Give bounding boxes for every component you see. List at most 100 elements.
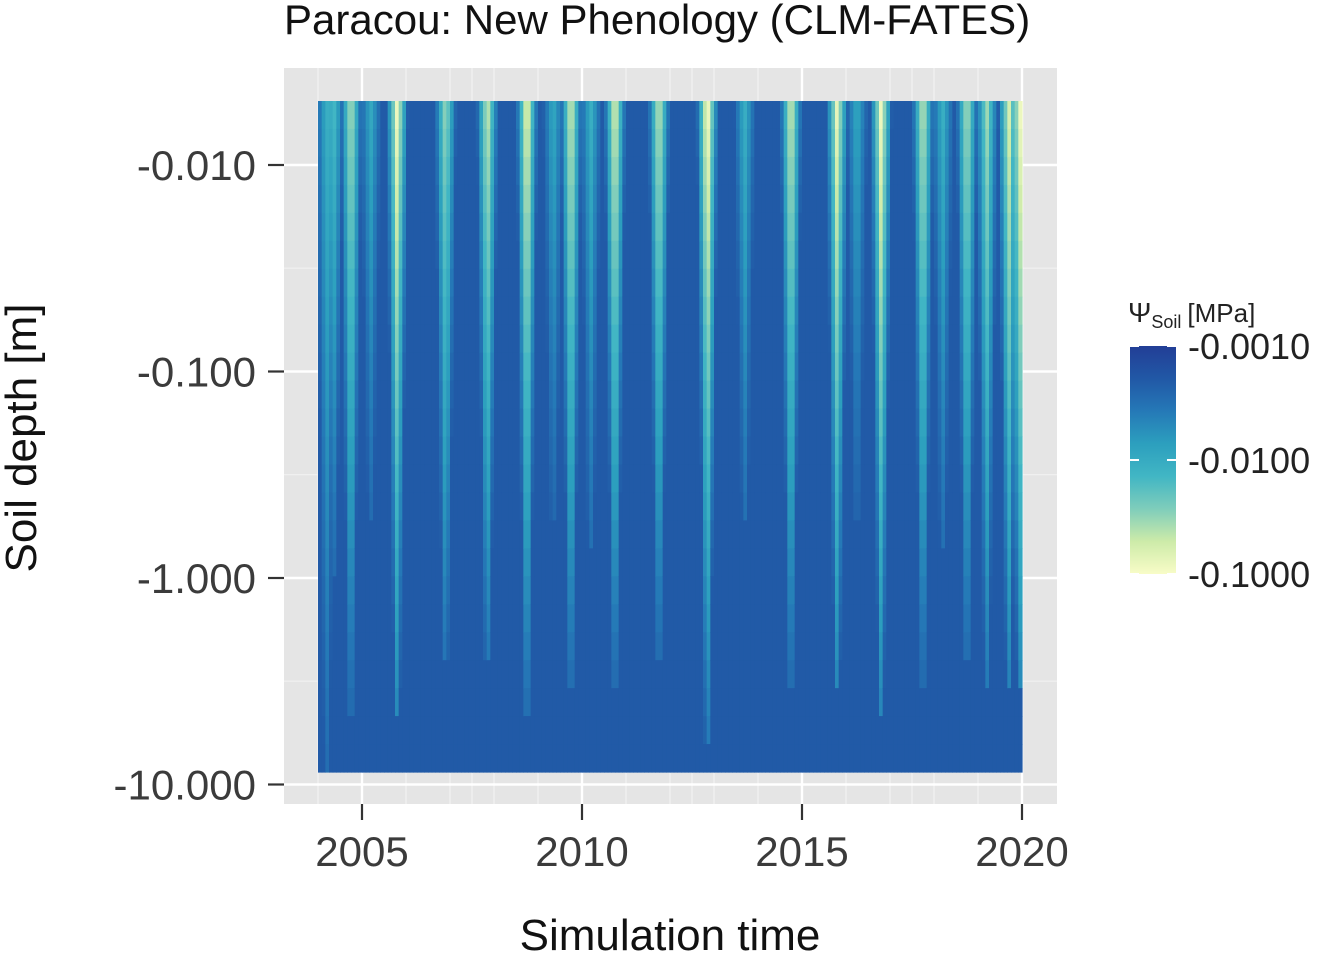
heatmap-cell xyxy=(761,128,766,158)
heatmap-cell xyxy=(835,576,840,605)
heatmap-cell xyxy=(930,156,935,186)
heatmap-cell xyxy=(560,576,565,605)
heatmap-cell xyxy=(633,324,638,354)
heatmap-cell xyxy=(340,128,345,158)
heatmap-cell xyxy=(424,240,429,270)
heatmap-cell xyxy=(673,688,678,717)
heatmap-cell xyxy=(849,101,854,130)
heatmap-cell xyxy=(431,604,436,633)
heatmap-cell xyxy=(937,268,942,298)
heatmap-cell xyxy=(582,576,587,605)
heatmap-cell xyxy=(637,492,642,521)
heatmap-cell xyxy=(798,408,803,438)
heatmap-cell xyxy=(886,576,891,605)
heatmap-cell xyxy=(340,464,345,494)
heatmap-cell xyxy=(783,604,788,633)
heatmap-cell xyxy=(681,128,686,158)
heatmap-cell xyxy=(439,744,444,773)
heatmap-cell xyxy=(673,548,678,577)
heatmap-cell xyxy=(732,548,737,577)
heatmap-cell xyxy=(912,296,917,326)
heatmap-cell xyxy=(974,101,979,130)
heatmap-cell xyxy=(813,548,818,577)
heatmap-cell xyxy=(875,604,880,633)
heatmap-cell xyxy=(497,464,502,494)
heatmap-cell xyxy=(351,492,356,521)
heatmap-cell xyxy=(699,296,704,326)
heatmap-cell xyxy=(1007,576,1012,605)
heatmap-cell xyxy=(787,352,792,382)
heatmap-cell xyxy=(813,268,818,298)
heatmap-cell xyxy=(677,660,682,689)
heatmap-cell xyxy=(978,268,983,298)
heatmap-cell xyxy=(593,296,598,326)
heatmap-cell xyxy=(347,716,352,745)
heatmap-cell xyxy=(739,268,744,298)
heatmap-cell xyxy=(875,380,880,410)
heatmap-cell xyxy=(996,212,1001,242)
heatmap-cell xyxy=(765,352,770,382)
heatmap-cell xyxy=(494,688,499,717)
heatmap-cell xyxy=(523,212,528,242)
heatmap-cell xyxy=(450,520,455,549)
heatmap-cell xyxy=(578,436,583,466)
heatmap-cell xyxy=(373,156,378,186)
heatmap-cell xyxy=(908,268,913,298)
heatmap-cell xyxy=(934,716,939,745)
heatmap-cell xyxy=(1000,576,1005,605)
heatmap-cell xyxy=(783,576,788,605)
heatmap-cell xyxy=(853,716,858,745)
heatmap-cell xyxy=(453,240,458,270)
heatmap-cell xyxy=(442,156,447,186)
heatmap-cell xyxy=(820,604,825,633)
heatmap-cell xyxy=(750,296,755,326)
heatmap-cell xyxy=(578,744,583,773)
heatmap-cell xyxy=(802,240,807,270)
heatmap-cell xyxy=(384,352,389,382)
heatmap-cell xyxy=(1018,576,1023,605)
heatmap-cell xyxy=(930,716,935,745)
heatmap-cell xyxy=(402,520,407,549)
heatmap-cell xyxy=(923,268,928,298)
heatmap-cell xyxy=(626,632,631,661)
heatmap-cell xyxy=(453,436,458,466)
heatmap-cell xyxy=(387,380,392,410)
heatmap-cell xyxy=(626,492,631,521)
heatmap-cell xyxy=(365,716,370,745)
heatmap-cell xyxy=(413,352,418,382)
heatmap-cell xyxy=(681,520,686,549)
heatmap-cell xyxy=(747,492,752,521)
heatmap-cell xyxy=(970,156,975,186)
heatmap-cell xyxy=(831,716,836,745)
heatmap-cell xyxy=(941,296,946,326)
heatmap-cell xyxy=(743,324,748,354)
heatmap-cell xyxy=(1011,548,1016,577)
heatmap-cell xyxy=(340,688,345,717)
heatmap-cell xyxy=(798,548,803,577)
heatmap-cell xyxy=(362,240,367,270)
heatmap-cell xyxy=(919,352,924,382)
heatmap-cell xyxy=(758,296,763,326)
heatmap-cell xyxy=(325,408,330,438)
heatmap-cell xyxy=(765,436,770,466)
heatmap-cell xyxy=(989,156,994,186)
heatmap-cell xyxy=(472,688,477,717)
heatmap-cell xyxy=(362,101,367,130)
heatmap-cell xyxy=(318,744,323,773)
heatmap-cell xyxy=(794,101,799,130)
heatmap-cell xyxy=(1018,688,1023,717)
heatmap-cell xyxy=(615,688,620,717)
heatmap-cell xyxy=(571,101,576,130)
heatmap-cell xyxy=(681,660,686,689)
heatmap-cell xyxy=(688,464,693,494)
heatmap-cell xyxy=(1007,744,1012,773)
heatmap-cell xyxy=(578,380,583,410)
heatmap-cell xyxy=(948,464,953,494)
heatmap-cell xyxy=(904,660,909,689)
heatmap-cell xyxy=(846,604,851,633)
heatmap-cell xyxy=(358,408,363,438)
heatmap-cell xyxy=(662,604,667,633)
heatmap-cell xyxy=(486,408,491,438)
heatmap-cell xyxy=(325,464,330,494)
heatmap-cell xyxy=(1003,688,1008,717)
